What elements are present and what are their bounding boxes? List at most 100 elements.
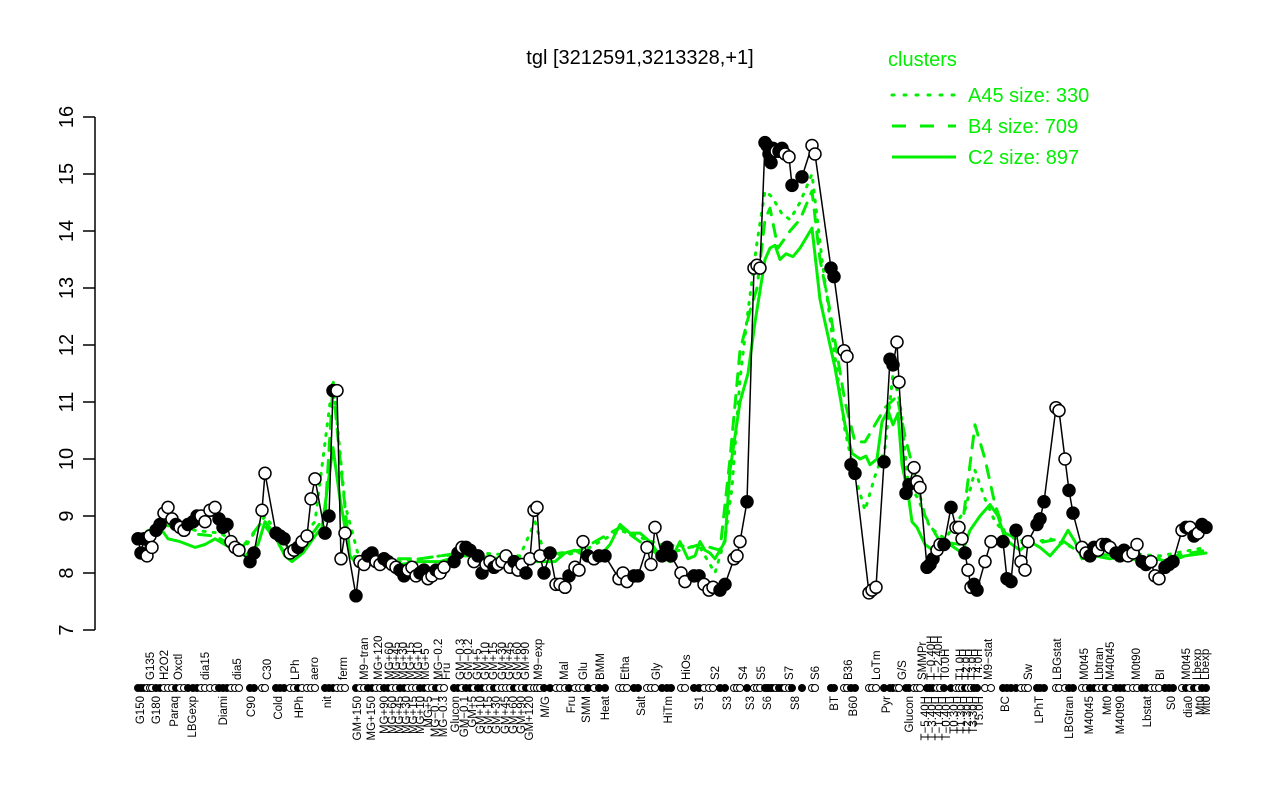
data-point-filled bbox=[795, 170, 809, 184]
x-label-bottom: Mt0 bbox=[1102, 696, 1114, 715]
x-label-top: Gly bbox=[651, 663, 663, 681]
data-point-filled bbox=[349, 589, 363, 603]
data-point-filled bbox=[598, 549, 612, 563]
data-point-open bbox=[334, 552, 348, 566]
legend-title: clusters bbox=[888, 49, 957, 71]
rug-marker bbox=[681, 684, 689, 692]
x-label-top: MG+10 bbox=[413, 642, 425, 680]
data-point-open bbox=[952, 520, 966, 535]
x-label-bottom: BC bbox=[1000, 696, 1012, 712]
rug-marker bbox=[830, 684, 838, 692]
x-label-bottom: MG−0.3 bbox=[438, 696, 450, 737]
x-label-bottom: T0.30H bbox=[949, 696, 961, 734]
rug-marker bbox=[1069, 684, 1077, 692]
rug-marker bbox=[634, 684, 642, 692]
rug-marker bbox=[1024, 684, 1032, 692]
x-label-bottom: BT bbox=[829, 696, 841, 711]
x-label-top: Lbexp bbox=[1200, 649, 1212, 680]
x-label-top: Mal bbox=[559, 661, 571, 680]
y-tick-label: 11 bbox=[56, 392, 78, 413]
y-axis: 7 8 9 10 11 12 13 14 15 16 bbox=[56, 106, 96, 636]
x-label-top: GM+10 bbox=[480, 642, 492, 680]
data-point-open bbox=[308, 472, 322, 486]
x-label-bottom: MG+45 bbox=[394, 696, 406, 734]
x-label-bottom: S1 bbox=[694, 696, 706, 710]
x-label-bottom: MG−0.1 bbox=[430, 696, 442, 737]
data-point-filled bbox=[1037, 495, 1051, 509]
x-label-bottom: Lbstat bbox=[1142, 695, 1154, 727]
cluster-line-a45 bbox=[136, 172, 1208, 575]
cluster-lines bbox=[136, 172, 1208, 575]
legend-entry-b4: B4 size: 709 bbox=[968, 116, 1078, 138]
data-point-open bbox=[955, 532, 969, 546]
data-point-open bbox=[644, 557, 658, 572]
x-label-top: MG−0.2 bbox=[433, 639, 445, 680]
x-label-bottom: GM+120 bbox=[524, 696, 536, 740]
expression-line bbox=[137, 140, 1207, 596]
data-point-filled bbox=[1062, 483, 1076, 498]
x-label-bottom: Pyr bbox=[881, 696, 893, 713]
data-point-open bbox=[300, 529, 314, 543]
x-label-top: H2O2 bbox=[159, 650, 171, 680]
x-label-top: LPh bbox=[290, 660, 302, 680]
x-label-bottom: T−1.40H bbox=[934, 696, 946, 740]
x-label-bottom: SMM bbox=[581, 696, 593, 723]
x-label-top: GM+30 bbox=[497, 642, 509, 680]
data-point-open bbox=[576, 534, 590, 549]
data-point-open bbox=[978, 554, 992, 569]
data-point-open bbox=[907, 460, 921, 475]
rug-marker bbox=[1202, 684, 1210, 692]
x-label-top: T2.0H bbox=[961, 649, 973, 680]
data-point-open bbox=[892, 375, 906, 389]
rug-marker bbox=[987, 684, 995, 692]
data-point-filled bbox=[322, 509, 336, 523]
data-point-open bbox=[782, 150, 796, 164]
legend-entry-c2: C2 size: 897 bbox=[968, 147, 1079, 169]
x-label-bottom: M40t90 bbox=[1115, 696, 1127, 734]
x-label-bottom: Diami bbox=[218, 696, 230, 725]
y-tick-label: 9 bbox=[56, 510, 78, 521]
x-label-bottom: S0 bbox=[1166, 696, 1178, 710]
x-label-bottom: GM+15 bbox=[483, 696, 495, 734]
data-point-open bbox=[232, 543, 246, 557]
x-label-bottom: MG+10 bbox=[415, 696, 427, 734]
x-label-top: LBGstat bbox=[1052, 638, 1064, 680]
rug-marker bbox=[623, 684, 631, 692]
data-point-open bbox=[1018, 563, 1032, 577]
data-point-filled bbox=[153, 517, 167, 532]
x-label-bottom: T3.30H bbox=[968, 696, 980, 734]
data-point-open bbox=[733, 534, 747, 549]
rug-marker bbox=[261, 684, 269, 692]
data-point-filled bbox=[519, 566, 533, 580]
y-tick-label: 14 bbox=[56, 220, 78, 242]
legend: clusters A45 size: 330 B4 size: 709 C2 s… bbox=[888, 49, 1089, 169]
x-label-bottom: GM+45 bbox=[500, 696, 512, 734]
x-label-bottom: Glucon bbox=[450, 696, 462, 732]
x-label-top: dia5 bbox=[232, 658, 244, 680]
data-point-open bbox=[1152, 571, 1166, 586]
x-label-top: SMMPr bbox=[917, 642, 929, 681]
x-label-bottom: MG+5 bbox=[423, 696, 435, 728]
rug-marker bbox=[973, 684, 981, 692]
data-point-filled bbox=[937, 537, 951, 552]
rug-marker bbox=[895, 684, 903, 692]
data-point-filled bbox=[537, 566, 551, 580]
cluster-line-c2 bbox=[136, 226, 1208, 569]
x-label-bottom: MG+30 bbox=[401, 696, 413, 734]
y-tick-label: 13 bbox=[56, 277, 78, 299]
x-label-top: Glu bbox=[578, 662, 590, 680]
x-label-top: T4.0H bbox=[973, 649, 985, 680]
x-label-bottom: Glucon bbox=[904, 696, 916, 732]
x-label-bottom: Cold bbox=[273, 696, 285, 720]
rug-marker bbox=[709, 684, 717, 692]
rug-marker bbox=[311, 684, 319, 692]
data-point-filled bbox=[886, 358, 900, 372]
data-point-open bbox=[640, 540, 654, 555]
x-label-top: MG+60 bbox=[384, 642, 396, 680]
x-label-top: ferm bbox=[338, 657, 350, 680]
data-point-open bbox=[753, 261, 767, 275]
data-point-filled bbox=[996, 534, 1010, 549]
x-label-top: S2 bbox=[710, 666, 722, 680]
rug-marker bbox=[235, 684, 243, 692]
